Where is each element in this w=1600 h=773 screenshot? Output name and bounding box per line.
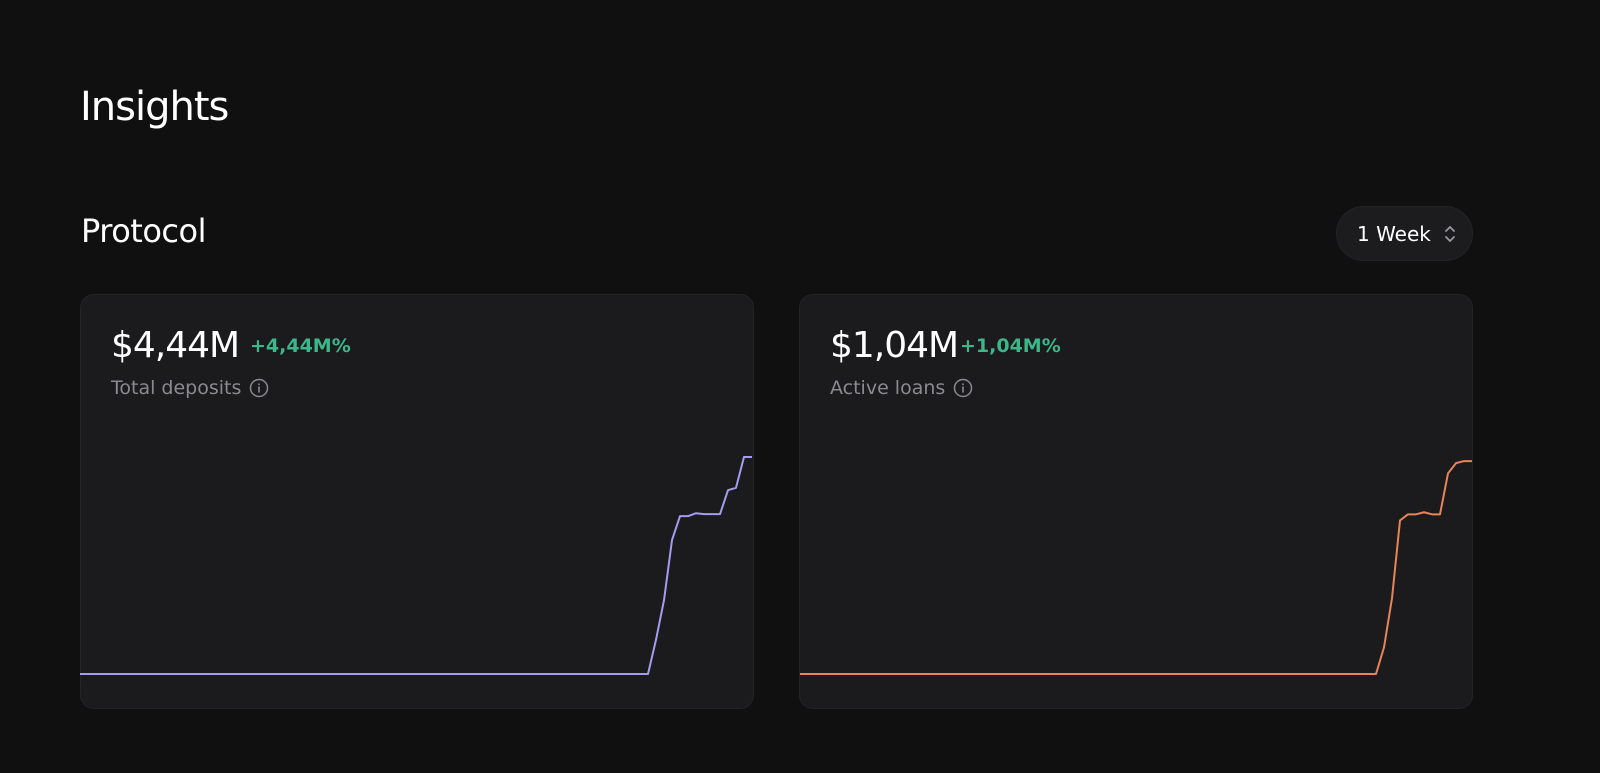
metric-value: $1,04M <box>830 325 959 366</box>
metric-label: Active loans <box>830 377 973 399</box>
metric-label: Total deposits <box>111 377 269 399</box>
chevrons-icon <box>1444 225 1455 242</box>
period-select[interactable]: 1 Week <box>1336 206 1473 261</box>
loans-card: $1,04M +1,04M% Active loans <box>799 294 1473 709</box>
info-icon[interactable] <box>249 378 269 398</box>
section-title: Protocol <box>81 212 206 250</box>
metric-value: $4,44M <box>111 325 240 366</box>
metric-label-text: Active loans <box>830 377 946 399</box>
metric-change: +4,44M% <box>250 335 351 357</box>
period-label: 1 Week <box>1357 221 1431 246</box>
metric-change: +1,04M% <box>960 335 1061 357</box>
metric-label-text: Total deposits <box>111 377 242 399</box>
info-icon[interactable] <box>953 378 973 398</box>
page-title: Insights <box>80 84 229 130</box>
deposits-card: $4,44M +4,44M% Total deposits <box>80 294 754 709</box>
